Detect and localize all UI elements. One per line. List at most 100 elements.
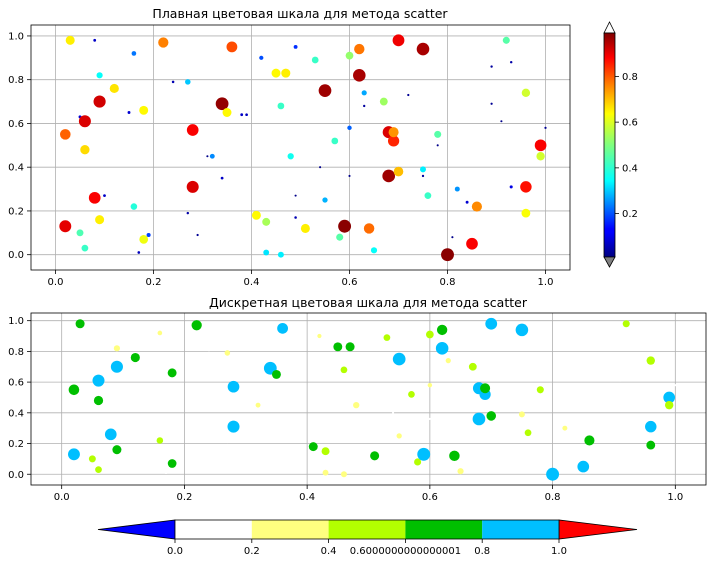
top-colorbar: 0.2 0.4 0.6 0.8 [603,21,638,268]
bottom-scatter-point [95,466,102,474]
top-scatter-point [222,108,232,117]
top-scatter-point [354,43,365,55]
top-scatter-point [206,155,209,158]
top-ytick-label: 0.0 [8,250,24,261]
top-scatter-point [103,194,106,198]
bottom-scatter-point [167,368,177,378]
top-xtick-label: 0.6 [342,277,358,288]
bottom-scatter-point [502,361,505,364]
bottom-scatter-point [93,395,104,406]
top-xtick-label: 0.0 [48,277,64,288]
top-scatter-point [137,251,141,254]
top-scatter-point [81,244,89,252]
top-scatter-point [139,105,149,115]
top-scatter-point [370,247,378,254]
bottom-scatter-point [167,459,177,468]
top-scatter-point [146,232,151,238]
top-scatter-point [139,235,149,244]
top-scatter-point [382,169,396,183]
top-xtick-label: 1.0 [538,277,554,288]
bottom-xtick-label: 0.4 [299,492,315,503]
top-xtick-label: 0.4 [244,277,260,288]
top-scatter-point [95,215,105,225]
top-scatter-point [209,153,215,159]
top-scatter-point [436,144,439,147]
bottom-scatter-point [250,404,253,407]
top-scatter-point [60,129,71,140]
top-scatter-point [196,233,199,237]
bottom-scatter-point [299,374,303,378]
bottom-scatter-point [238,459,241,462]
bottom-scatter-point [396,433,402,439]
top-scatter-point [490,65,493,68]
bottom-scatter-point [321,447,330,456]
bottom-scatter-point [353,401,360,409]
bottom-scatter-point [575,435,579,439]
top-scatter-point [336,233,344,241]
bottom-scatter-point [340,471,347,478]
bottom-xtick-label: 0.6 [422,492,438,503]
bottom-scatter-point [227,420,240,433]
bottom-xtick-label: 1.0 [667,492,683,503]
bottom-scatter-point [449,450,460,462]
top-scatter-point [294,216,297,219]
top-scatter-point [338,219,352,233]
top-scatter-point [318,84,332,97]
bottom-chart-title: Дискретная цветовая шкала для метода sca… [209,295,528,310]
bottom-scatter-point [520,417,524,421]
bottom-scatter-point [664,400,674,410]
bottom-ytick-label: 0.0 [8,470,24,481]
bottom-scatter-point [277,322,288,334]
bottom-scatter-point [485,317,498,330]
bottom-scatter-point [345,342,355,352]
top-scatter-point [353,69,366,82]
bottom-scatter-point [518,411,525,418]
bottom-scatter-point [157,330,163,336]
bottom-scatter-point [447,368,450,371]
top-scatter-point [361,90,367,96]
bottom-ytick-label: 1.0 [8,316,24,327]
bottom-xtick-label: 0.2 [176,492,192,503]
top-scatter-point [393,166,404,177]
top-ytick-label: 0.2 [8,206,24,217]
top-chart-points [59,34,547,262]
top-scatter-point [96,72,103,79]
bottom-scatter-point [191,320,202,331]
top-scatter-point [311,56,319,64]
top-scatter-point [287,153,294,160]
bottom-scatter-point [435,342,449,355]
top-scatter-point [80,145,90,155]
top-scatter-point [509,60,513,64]
bottom-scatter-point [383,334,391,341]
top-ytick-label: 0.8 [8,75,24,86]
bottom-scatter-point [392,352,406,366]
bottom-scatter-point [340,366,348,374]
bottom-scatter-point [486,411,497,421]
bottom-scatter-point [113,345,120,352]
top-scatter-point [416,42,430,56]
bottom-scatter-point [674,384,677,387]
bottom-colorbar: 0.0 0.2 0.4 0.6000000000000001 0.8 1.0 [97,519,638,557]
bottom-scatter-point [226,443,229,447]
bottom-scatter-point [110,360,123,373]
top-scatter-point [158,37,169,48]
bottom-scatter-point [68,448,80,461]
bottom-chart-ticks: 0.0 0.2 0.4 0.6 0.8 1.0 0.0 0.2 0.4 0.6 0.8 1.0 [8,316,683,503]
top-scatter-point [348,174,351,177]
top-scatter-point [131,51,137,56]
top-scatter-point [392,34,405,47]
bottom-scatter-point [408,391,415,398]
top-scatter-point [379,97,388,106]
bottom-scatter-point [606,367,609,370]
bottom-scatter-point [631,337,634,341]
bottom-scatter-point [109,322,113,326]
bottom-colorbar-tick-label: 0.6000000000000001 [350,546,461,557]
top-scatter-point [544,126,547,129]
top-colorbar-under-triangle [603,256,616,268]
bottom-scatter-point [176,458,181,463]
top-colorbar-tick-label: 0.8 [622,72,638,83]
bottom-scatter-point [646,440,656,450]
bottom-colorbar-segment [405,520,483,539]
top-chart-grid [31,25,570,270]
top-ytick-label: 0.4 [8,163,24,174]
